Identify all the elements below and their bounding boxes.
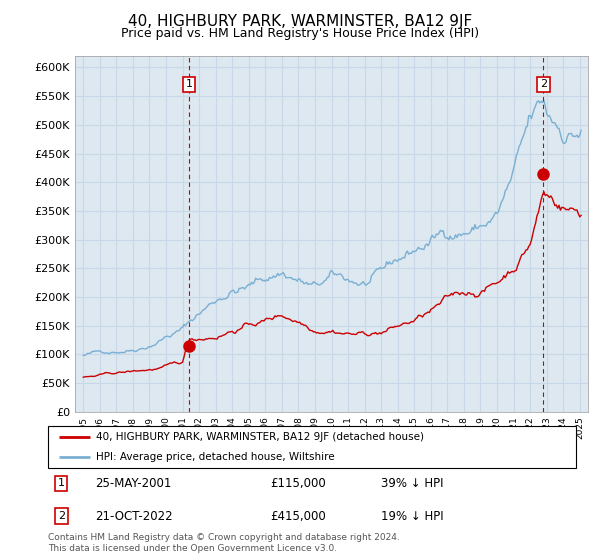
Text: Price paid vs. HM Land Registry's House Price Index (HPI): Price paid vs. HM Land Registry's House … [121,27,479,40]
Text: £415,000: £415,000 [270,510,326,523]
Text: 19% ↓ HPI: 19% ↓ HPI [380,510,443,523]
FancyBboxPatch shape [48,426,576,468]
Text: 40, HIGHBURY PARK, WARMINSTER, BA12 9JF (detached house): 40, HIGHBURY PARK, WARMINSTER, BA12 9JF … [95,432,424,442]
Text: £115,000: £115,000 [270,477,326,490]
Text: 40, HIGHBURY PARK, WARMINSTER, BA12 9JF: 40, HIGHBURY PARK, WARMINSTER, BA12 9JF [128,14,472,29]
Text: Contains HM Land Registry data © Crown copyright and database right 2024.
This d: Contains HM Land Registry data © Crown c… [48,533,400,553]
Text: 21-OCT-2022: 21-OCT-2022 [95,510,173,523]
Text: 39% ↓ HPI: 39% ↓ HPI [380,477,443,490]
Text: HPI: Average price, detached house, Wiltshire: HPI: Average price, detached house, Wilt… [95,452,334,462]
Text: 25-MAY-2001: 25-MAY-2001 [95,477,172,490]
Text: 2: 2 [58,511,65,521]
Text: 2: 2 [540,80,547,90]
Text: 1: 1 [58,478,65,488]
Text: 1: 1 [185,80,193,90]
